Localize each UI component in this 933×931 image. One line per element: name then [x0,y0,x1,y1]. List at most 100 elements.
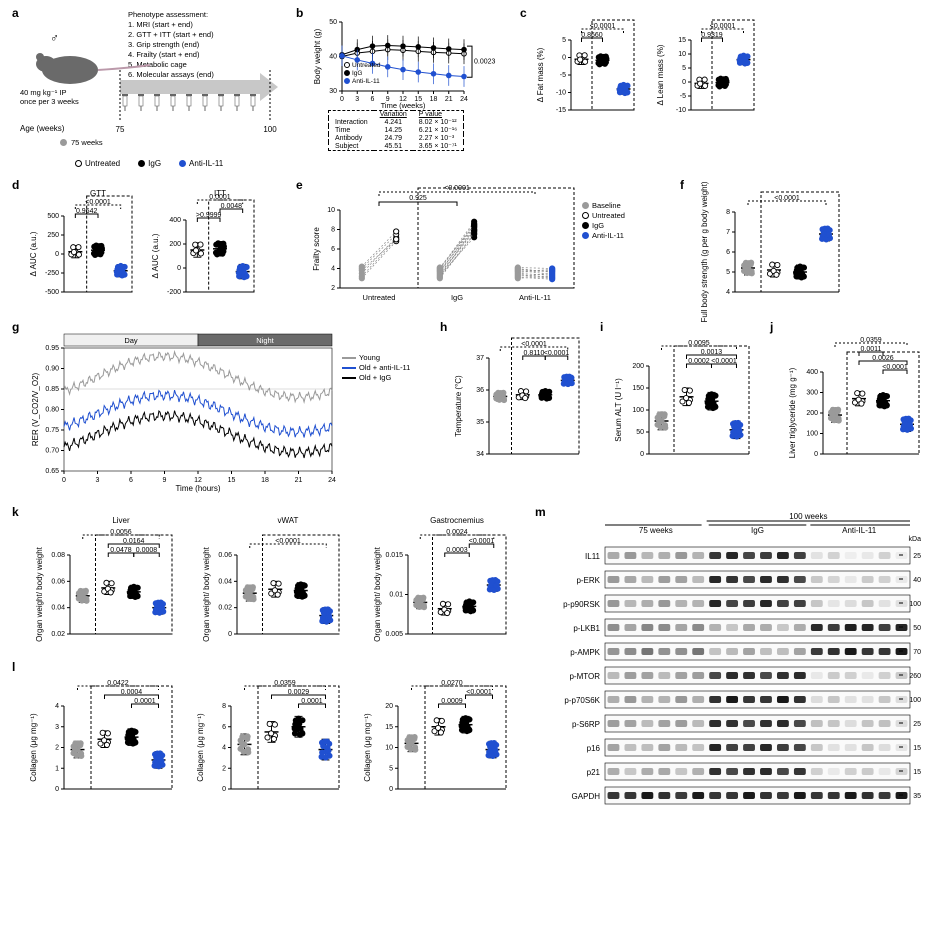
svg-text:Anti-IL-11: Anti-IL-11 [519,293,551,302]
svg-text:<0.0001: <0.0001 [275,538,301,545]
svg-text:Body weight (g): Body weight (g) [313,28,322,84]
svg-text:vWAT: vWAT [278,516,299,525]
svg-text:<0.0001: <0.0001 [590,23,616,30]
svg-text:35: 35 [476,419,484,426]
svg-text:p-LKB1: p-LKB1 [573,624,600,633]
panel-g-chart: DayNight0.650.700.750.800.850.900.950369… [28,328,338,493]
panel-k-vwat: 00.020.040.06Organ weight/ body weightvW… [195,513,345,648]
panel-l-gastroc: 05101520Collagen (μg mg⁻¹)0.0009<0.00010… [362,668,512,803]
panel-c-fat: -15-10-505Δ Fat mass (%)0.8660<0.0001 [535,14,640,124]
svg-text:25: 25 [913,721,921,728]
svg-text:0.80: 0.80 [45,407,59,414]
panel-f-chart: 45678Full body strength (g per g body we… [695,186,845,306]
svg-text:0: 0 [682,79,686,86]
svg-text:4: 4 [726,289,730,296]
svg-text:18: 18 [261,477,269,484]
svg-text:-10: -10 [556,90,566,97]
svg-text:Night: Night [256,336,274,345]
svg-text:Δ AUC (a.u.): Δ AUC (a.u.) [29,231,38,276]
svg-text:0.75: 0.75 [45,427,59,434]
svg-text:p21: p21 [587,768,601,777]
panel-h-chart: 34353637Temperature (°C)0.8110<0.0001<0.… [455,328,585,468]
svg-text:Collagen (μg mg⁻¹): Collagen (μg mg⁻¹) [196,713,205,782]
svg-text:2: 2 [55,745,59,752]
svg-text:100: 100 [263,125,277,134]
svg-text:400: 400 [806,369,818,376]
svg-text:200: 200 [169,241,181,248]
svg-text:0.85: 0.85 [45,386,59,393]
svg-text:GTT: GTT [90,189,106,198]
svg-text:p-S6RP: p-S6RP [572,720,600,729]
svg-text:0: 0 [340,96,344,103]
svg-text:0: 0 [228,631,232,638]
global-legend: Untreated IgG Anti-IL-11 [75,158,223,169]
svg-text:-200: -200 [167,289,181,296]
svg-text:Organ weight/ body weight: Organ weight/ body weight [202,546,211,642]
svg-text:5: 5 [389,765,393,772]
svg-text:30: 30 [329,88,337,95]
svg-text:IL11: IL11 [585,552,601,561]
svg-text:<0.0001: <0.0001 [774,195,800,202]
svg-text:Temperature (°C): Temperature (°C) [454,375,463,437]
panel-k-label: k [12,505,19,519]
svg-text:p-p70S6K: p-p70S6K [564,696,600,705]
panel-j-chart: 0100200300400Liver triglyceride (mg g⁻¹)… [785,328,925,468]
svg-text:10: 10 [678,51,686,58]
svg-text:50: 50 [636,429,644,436]
svg-text:Anti-IL-11: Anti-IL-11 [842,526,877,535]
svg-text:70: 70 [913,649,921,656]
svg-text:300: 300 [806,390,818,397]
svg-text:Full body strength (g per g bo: Full body strength (g per g body weight) [700,181,709,322]
svg-text:5: 5 [682,65,686,72]
svg-text:100 weeks: 100 weeks [789,512,827,521]
panel-l-label: l [12,660,15,674]
panel-a: Phenotype assessment: 1. MRI (start + en… [20,10,280,150]
panel-a-label: a [12,6,19,20]
panel-d-label: d [12,178,19,192]
svg-text:Δ Fat mass (%): Δ Fat mass (%) [536,47,545,102]
svg-text:Collagen (μg mg⁻¹): Collagen (μg mg⁻¹) [29,713,38,782]
svg-text:Time (weeks): Time (weeks) [381,101,426,110]
svg-text:-10: -10 [676,107,686,114]
svg-text:0.0004: 0.0004 [121,689,143,696]
svg-text:2: 2 [222,765,226,772]
svg-text:0: 0 [222,786,226,793]
svg-text:7: 7 [726,229,730,236]
svg-text:6: 6 [371,96,375,103]
panel-b-chart: 30405003691215182124Time (weeks)Body wei… [310,14,490,109]
svg-text:Frailty score: Frailty score [312,227,321,271]
svg-text:6: 6 [222,724,226,731]
svg-text:Liver: Liver [112,516,130,525]
svg-text:40: 40 [913,577,921,584]
svg-text:10: 10 [327,207,335,214]
svg-text:0: 0 [814,451,818,458]
svg-text:40: 40 [329,54,337,61]
svg-text:8: 8 [726,209,730,216]
svg-text:Time (hours): Time (hours) [175,484,220,493]
svg-text:Serum ALT (U l⁻¹): Serum ALT (U l⁻¹) [614,378,623,442]
svg-text:0.0009: 0.0009 [441,698,463,705]
svg-text:0.02: 0.02 [51,631,65,638]
svg-text:<0.0001: <0.0001 [466,689,492,696]
svg-text:75: 75 [116,125,125,134]
svg-text:0.0002: 0.0002 [688,358,710,365]
panel-l-vwat: 02468Collagen (μg mg⁻¹)0.00010.00290.035… [195,668,345,803]
svg-text:260: 260 [909,673,921,680]
svg-text:Organ weight/ body weight: Organ weight/ body weight [35,546,44,642]
svg-text:Liver triglyceride (mg g⁻¹): Liver triglyceride (mg g⁻¹) [788,367,797,458]
svg-text:<0.0001: <0.0001 [544,350,570,357]
panel-d-gtt: -500-2500250500Δ AUC (a.u.)GTT0.9642<0.0… [28,186,138,306]
svg-text:0: 0 [389,786,393,793]
svg-text:0.0164: 0.0164 [123,538,145,545]
panel-l-liver: 01234Collagen (μg mg⁻¹)0.00010.00040.042… [28,668,178,803]
svg-text:6: 6 [331,246,335,253]
panel-e-chart: 246810Frailty scoreUntreatedIgGAnti-IL-1… [310,186,580,306]
age-label: Age (weeks) [20,124,64,133]
svg-text:0.8110: 0.8110 [524,350,545,357]
svg-text:0.0023: 0.0023 [474,58,496,65]
svg-text:Collagen (μg mg⁻¹): Collagen (μg mg⁻¹) [363,713,372,782]
svg-text:p-p90RSK: p-p90RSK [563,600,601,609]
svg-text:0.04: 0.04 [218,578,232,585]
svg-text:Δ AUC (a.u.): Δ AUC (a.u.) [151,233,160,278]
panel-b-table: VariationP value Interaction4.2418.02 × … [328,110,464,151]
